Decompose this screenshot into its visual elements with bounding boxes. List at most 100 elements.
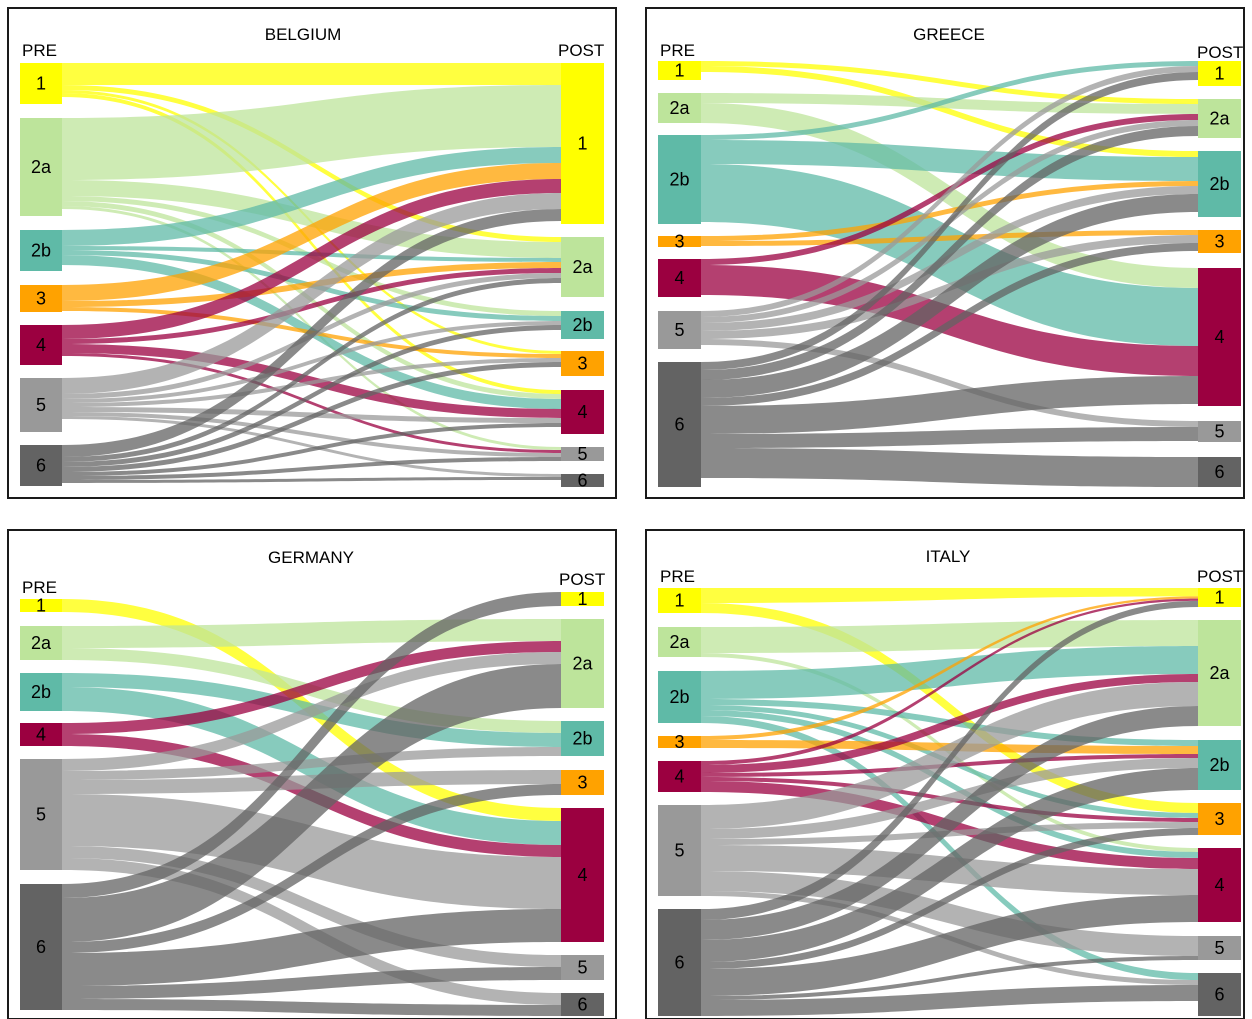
- flow-2b-to-2b: [701, 140, 1198, 181]
- post-node-4: [561, 808, 604, 942]
- flow-2b-to-2a: [701, 646, 1198, 699]
- post-node-label: 5: [1214, 938, 1224, 958]
- flow-4-to-2a: [62, 641, 561, 734]
- post-node-label: 5: [577, 958, 587, 978]
- pre-node-2b: [658, 135, 701, 224]
- pre-node-label: 3: [674, 732, 684, 752]
- flow-5-to-1: [62, 193, 561, 394]
- post-node-4: [561, 390, 604, 434]
- flow-3-to-2b: [701, 181, 1198, 241]
- flow-2a-to-4: [701, 103, 1198, 288]
- pre-node-label: 2b: [669, 170, 689, 190]
- pre-node-1: [20, 63, 62, 104]
- pre-node-5: [658, 311, 701, 349]
- pre-node-2a: [20, 118, 62, 216]
- post-node-label: 4: [577, 402, 587, 422]
- panel-italy: ITALY PRE POST 1 2a 2b 3 4 5 6 1 2a 2b 3 4 5 6: [645, 529, 1245, 1019]
- pre-node-5: [658, 805, 701, 896]
- pre-node-label: 4: [674, 767, 684, 787]
- flow-5-to-3: [62, 358, 561, 407]
- flow-5-to-3: [701, 822, 1198, 845]
- pre-node-1: [20, 599, 62, 612]
- flow-2a-to-1: [62, 85, 561, 180]
- flow-3-to-1: [701, 596, 1198, 740]
- post-node-3: [1198, 230, 1241, 253]
- post-node-label: 6: [577, 995, 587, 1015]
- post-node-2a: [561, 237, 604, 297]
- flow-6-to-2a: [62, 664, 561, 942]
- flow-layer: [62, 592, 561, 1016]
- flow-layer: [62, 63, 561, 483]
- pre-node-3: [20, 285, 62, 312]
- post-node-label: 2a: [1209, 109, 1230, 129]
- flow-6-to-2b: [62, 325, 561, 467]
- pre-node-label: 4: [36, 725, 46, 745]
- pre-header: PRE: [22, 578, 57, 597]
- flow-2b-to-4: [701, 710, 1198, 858]
- post-node-label: 6: [1214, 985, 1224, 1005]
- pre-node-2b: [20, 230, 62, 271]
- pre-node-label: 6: [674, 953, 684, 973]
- flow-5-to-2b: [701, 186, 1198, 331]
- flow-1-to-3: [701, 603, 1198, 813]
- flow-5-to-2b: [62, 747, 561, 780]
- pre-node-4: [20, 723, 62, 746]
- flow-5-to-5: [701, 871, 1198, 956]
- post-node-label: 3: [577, 354, 587, 374]
- flow-5-to-5: [62, 412, 561, 457]
- flow-6-to-1: [62, 592, 561, 898]
- panel-title: GREECE: [913, 25, 985, 44]
- panel-belgium: BELGIUM PRE POST 1 2a 2b 3 4 5 6 1 2a 2b 3 4 5 6: [7, 7, 617, 499]
- flow-5-to-6: [62, 416, 561, 477]
- flow-1-to-1: [62, 63, 561, 85]
- post-node-1: [561, 63, 604, 224]
- flow-6-to-3: [701, 828, 1198, 969]
- post-node-label: 5: [1214, 422, 1224, 442]
- post-node-label: 4: [1214, 875, 1224, 895]
- post-node-3: [561, 351, 604, 376]
- post-header: POST: [558, 41, 604, 60]
- post-node-6: [1198, 457, 1241, 487]
- pre-node-label: 5: [36, 395, 46, 415]
- pre-node-label: 6: [674, 415, 684, 435]
- flow-3-to-1: [62, 163, 561, 301]
- post-node-1: [1198, 61, 1241, 86]
- flow-6-to-1: [701, 600, 1198, 920]
- pre-node-label: 2a: [669, 632, 690, 652]
- post-node-5: [561, 955, 604, 980]
- post-node-6: [1198, 973, 1241, 1016]
- pre-node-label: 3: [36, 289, 46, 309]
- flow-5-to-2a: [62, 652, 561, 771]
- flow-2a-to-2a: [701, 620, 1198, 653]
- pre-header: PRE: [22, 41, 57, 60]
- pre-node-label: 2a: [31, 157, 52, 177]
- flow-6-to-4: [701, 376, 1198, 434]
- pre-node-label: 1: [36, 74, 46, 94]
- pre-node-6: [20, 884, 62, 1010]
- pre-node-4: [20, 325, 62, 365]
- post-node-3: [1198, 803, 1241, 835]
- pre-node-label: 5: [674, 841, 684, 861]
- pre-node-3: [658, 236, 701, 247]
- flow-1-to-4: [62, 93, 561, 394]
- post-node-label: 2a: [1209, 663, 1230, 683]
- flow-5-to-5: [701, 339, 1198, 427]
- post-node-5: [1198, 421, 1241, 442]
- post-header: POST: [559, 570, 605, 589]
- flow-layer: [701, 588, 1198, 1016]
- post-node-label: 3: [1214, 232, 1224, 252]
- pre-node-label: 6: [36, 456, 46, 476]
- pre-node-label: 1: [36, 596, 46, 616]
- pre-node-label: 1: [674, 591, 684, 611]
- post-node-label: 2b: [572, 729, 592, 749]
- pre-node-label: 3: [674, 232, 684, 252]
- flow-4-to-1: [62, 179, 561, 339]
- post-node-label: 6: [577, 471, 587, 491]
- flow-1-to-1: [701, 588, 1198, 603]
- pre-node-label: 2a: [31, 633, 52, 653]
- pre-node-1: [658, 61, 701, 80]
- flow-2b-to-1: [62, 147, 561, 246]
- flow-3-to-2a: [62, 262, 561, 307]
